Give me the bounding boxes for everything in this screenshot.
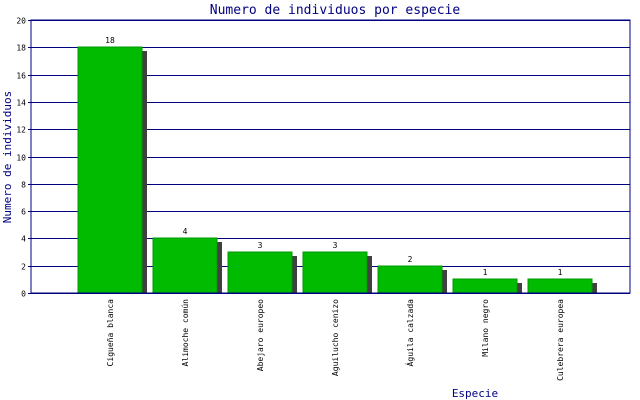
plot-frame xyxy=(30,19,631,294)
y-tick-label: 2 xyxy=(21,263,26,272)
category-label: Alimoche común xyxy=(181,299,190,367)
category-label: Águila calzada xyxy=(404,299,415,367)
bar xyxy=(77,46,143,294)
bar xyxy=(452,278,518,294)
y-tick-label: 14 xyxy=(16,99,26,108)
bars xyxy=(77,46,597,294)
y-tick-label: 6 xyxy=(21,208,26,217)
y-tick-label: 4 xyxy=(21,235,26,244)
data-label: 3 xyxy=(333,241,338,250)
y-tick-label: 10 xyxy=(16,154,26,163)
y-tick-label: 0 xyxy=(21,290,26,299)
y-tick-label: 8 xyxy=(21,181,26,190)
y-tick-label: 16 xyxy=(16,72,26,81)
category-label: Abejaro europeo xyxy=(256,299,265,371)
y-axis-label: Numero de individuos xyxy=(1,91,14,223)
data-label: 3 xyxy=(258,241,263,250)
bar xyxy=(227,251,293,294)
y-tick-labels: 0 2 4 6 8 10 12 14 16 18 20 xyxy=(16,17,26,299)
y-tick-label: 18 xyxy=(16,44,26,53)
chart-title: Numero de individuos por especie xyxy=(210,3,461,18)
data-label: 18 xyxy=(105,36,115,45)
category-label: Milano negro xyxy=(481,299,490,357)
y-tick-label: 12 xyxy=(16,126,26,135)
y-tick-label: 20 xyxy=(16,17,26,26)
axes xyxy=(28,19,631,294)
category-label: Aguilucho cenizo xyxy=(331,299,340,376)
data-label: 4 xyxy=(183,227,188,236)
x-axis-label: Especie xyxy=(452,387,498,400)
data-label: 1 xyxy=(483,268,488,277)
bar xyxy=(527,278,593,294)
data-labels: 18 4 3 3 2 1 1 xyxy=(105,36,562,277)
category-label: Culebrera europea xyxy=(556,299,565,381)
data-label: 1 xyxy=(558,268,563,277)
bar xyxy=(152,237,218,294)
category-labels: Cigueña blanca Alimoche común Abejaro euro… xyxy=(106,299,565,381)
bar xyxy=(377,265,443,294)
bar xyxy=(302,251,368,294)
data-label: 2 xyxy=(408,255,413,264)
category-label: Cigueña blanca xyxy=(106,299,115,367)
